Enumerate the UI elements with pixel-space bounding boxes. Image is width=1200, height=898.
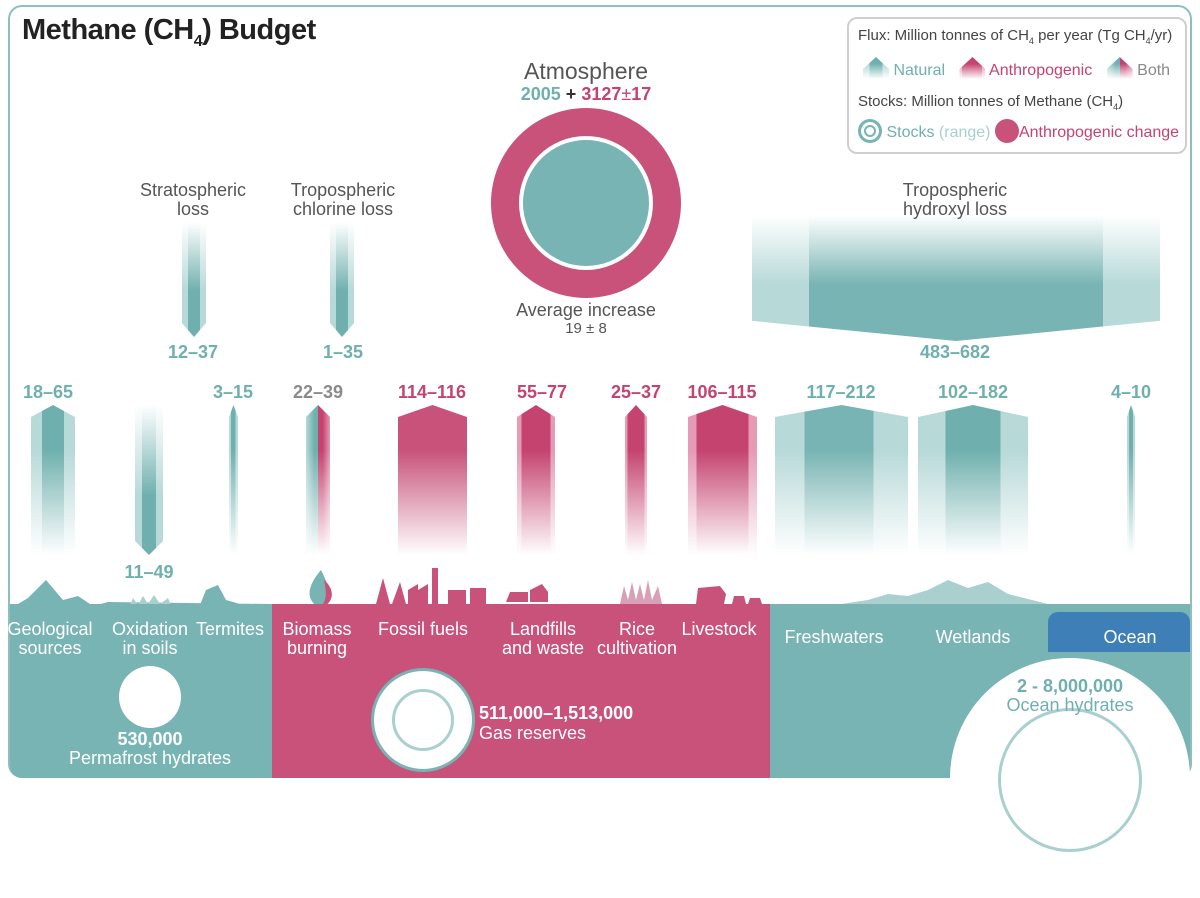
source-label-soil-oxidation: Oxidation in soils <box>111 619 189 658</box>
flux-value-geological: 18–65 <box>22 382 74 402</box>
rice-icon <box>620 580 662 604</box>
livestock-flux-arrow <box>688 405 757 555</box>
gas-reserves-label: Gas reserves <box>479 723 587 743</box>
rice-flux-arrow <box>625 405 647 555</box>
legend-anthropogenic: Anthropogenic <box>989 62 1093 79</box>
flux-value-freshwaters: 117–212 <box>806 382 876 402</box>
biomass-flux-arrow <box>306 405 330 555</box>
source-label-freshwaters: Freshwaters <box>784 627 884 647</box>
ocean-water <box>1048 612 1190 652</box>
flux-value-termites: 3–15 <box>212 382 254 402</box>
legend-natural: Natural <box>893 62 946 79</box>
source-label-geological: Geological sources <box>7 619 93 658</box>
ocean-hydrates-value: 2 - 8,000,000 <box>1016 676 1124 696</box>
legend-range: (range) <box>938 124 991 141</box>
flame-icon <box>309 570 330 608</box>
chlorine-loss-arrow <box>330 222 354 337</box>
landfill-truck-icon <box>506 584 548 602</box>
wetlands-flux-arrow <box>918 405 1028 555</box>
sink-label-stratospheric: Stratospheric loss <box>139 180 247 219</box>
ocean-flux-arrow <box>1127 405 1135 555</box>
legend-flux-heading: Flux: Million tonnes of CH4 per year (Tg… <box>858 27 1173 46</box>
flux-value-rice: 25–37 <box>610 382 662 402</box>
atmosphere-natural-stock <box>523 140 649 266</box>
source-label-fossil: Fossil fuels <box>377 619 469 639</box>
page-title: Methane (CH4) Budget <box>22 14 316 50</box>
sink-label-chlorine: Tropospheric chlorine loss <box>290 180 396 219</box>
source-label-livestock: Livestock <box>681 619 757 639</box>
natural-arrow-icon <box>863 57 889 79</box>
sink-value-chlorine: 1–35 <box>322 342 364 362</box>
source-label-termites: Termites <box>195 619 265 639</box>
source-label-ocean: Ocean <box>1103 627 1157 647</box>
anthropogenic-ground-band <box>272 604 770 778</box>
atmosphere-values: 2005 + 3127±17 <box>520 84 652 104</box>
gas-reserves-value: 511,000–1,513,000 <box>479 703 634 723</box>
termites-flux-arrow <box>229 405 238 555</box>
permafrost-value: 530,000 <box>117 729 183 749</box>
sink-value-hydroxyl: 483–682 <box>919 342 991 362</box>
flux-value-fossil: 114–116 <box>397 382 467 402</box>
gas-reserves-stock-ring <box>371 668 475 772</box>
geological-flux-arrow <box>31 405 75 555</box>
landscape-silhouettes <box>8 568 1048 610</box>
factory-icon <box>376 568 486 604</box>
flux-value-ocean: 4–10 <box>1110 382 1152 402</box>
stocks-ring-icon <box>858 119 882 143</box>
source-label-wetlands: Wetlands <box>935 627 1011 647</box>
fossil-flux-arrow <box>398 405 467 555</box>
flux-value-landfills: 55–77 <box>516 382 568 402</box>
legend-stocks: Stocks <box>886 124 935 141</box>
average-increase-label: Average increase <box>516 300 656 320</box>
legend: Flux: Million tonnes of CH4 per year (Tg… <box>847 17 1187 154</box>
anthropogenic-arrow-icon <box>959 57 986 79</box>
stratospheric-loss-arrow <box>182 222 206 337</box>
ocean-hydrates-label: Ocean hydrates <box>1006 695 1134 715</box>
wetlands-grass-icon <box>828 580 1048 610</box>
permafrost-stock-circle <box>119 666 181 728</box>
permafrost-label: Permafrost hydrates <box>68 748 232 768</box>
average-increase-value: 19 ± 8 <box>565 320 607 337</box>
anthropogenic-dot-icon <box>994 119 1019 143</box>
flux-value-wetlands: 102–182 <box>937 382 1009 402</box>
source-label-rice: Rice cultivation <box>596 619 678 658</box>
source-label-landfills: Landfills and waste <box>501 619 585 658</box>
atmosphere-anthro-ring <box>491 108 681 298</box>
livestock-icon <box>696 586 762 604</box>
source-label-biomass: Biomass burning <box>282 619 352 658</box>
sink-value-stratospheric: 12–37 <box>167 342 219 362</box>
atmosphere-title: Atmosphere <box>523 58 649 84</box>
landfills-flux-arrow <box>517 405 555 555</box>
legend-anthro-change: Anthropogenic change <box>1018 124 1180 141</box>
both-arrow-icon <box>1106 57 1133 79</box>
soil-oxidation-flux-arrow <box>135 405 163 555</box>
flux-value-livestock: 106–115 <box>687 382 757 402</box>
legend-stocks-heading: Stocks: Million tonnes of Methane (CH4) <box>858 93 1124 112</box>
mountains-icon <box>8 580 270 610</box>
flux-value-soil-oxidation: 11–49 <box>124 562 174 582</box>
sink-label-hydroxyl: Tropospheric hydroxyl loss <box>902 180 1008 219</box>
hydroxyl-loss-arrow <box>752 215 1160 341</box>
flux-value-biomass: 22–39 <box>292 382 344 402</box>
legend-both: Both <box>1137 62 1171 79</box>
freshwaters-flux-arrow <box>775 405 908 555</box>
